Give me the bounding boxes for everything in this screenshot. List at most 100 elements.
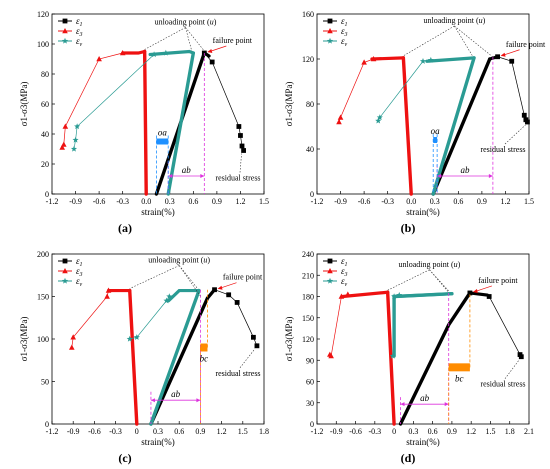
series-unload-e3 — [142, 49, 148, 196]
ab-arrowhead-left — [400, 402, 405, 407]
series-ev — [126, 288, 201, 426]
series-peak-e1 — [468, 291, 489, 297]
data-point-e3 — [60, 141, 67, 147]
chart-panel-4: -1.2 -0.9 -0.6 -0.3 0 0.3 0.6 0.9 1.2 1.5 1.8 2.1 0 3… — [284, 250, 534, 465]
legend-marker-e3 — [327, 268, 333, 274]
failure-point-label: failure point — [506, 40, 546, 49]
legend-label-ev: εv — [76, 36, 83, 48]
y-axis-label: σ1-σ3(MPa) — [19, 317, 29, 362]
data-point-e1 — [226, 292, 232, 298]
series-e1 — [149, 287, 260, 426]
residual-pointer — [239, 348, 256, 368]
series-e3 — [327, 290, 396, 426]
x-tick-label: 0.6 — [428, 427, 438, 436]
failure-point-label: failure point — [478, 276, 518, 285]
data-point-e1 — [251, 334, 256, 340]
series-peak-ev — [148, 49, 195, 57]
bc-bar — [200, 343, 208, 352]
data-point-e3 — [337, 114, 344, 120]
x-tick-label: 0.9 — [212, 197, 222, 206]
series-e3 — [59, 49, 148, 196]
legend-label-e3: ε3 — [341, 266, 348, 278]
x-tick-label: 0.0 — [141, 197, 151, 206]
ab-label: ab — [182, 165, 192, 175]
x-tick-label: 0 — [392, 427, 396, 436]
oa-bar — [433, 137, 438, 143]
series-unload-ev — [149, 288, 201, 426]
y-tick-label: 120 — [302, 335, 314, 344]
y-tick-label: 210 — [302, 271, 314, 280]
y-tick-label: 200 — [37, 250, 49, 259]
x-tick-label: 0.3 — [408, 427, 418, 436]
x-axis-label: strain(%) — [406, 207, 440, 217]
y-tick-label: 80 — [306, 100, 314, 109]
data-point-e1 — [509, 58, 515, 64]
x-tick-label: -0.3 — [116, 197, 129, 206]
y-tick-label: 40 — [306, 145, 314, 154]
data-point-e1 — [486, 294, 492, 299]
series-unload-e3 — [385, 290, 396, 426]
y-axis-label: σ1-σ3(MPa) — [284, 317, 294, 362]
x-tick-label: 0.0 — [406, 197, 416, 206]
series-line-e3 — [71, 290, 109, 348]
x-tick-label: -0.9 — [330, 427, 343, 436]
unloading-point-label: unloading point (u) — [399, 260, 461, 269]
y-tick-label: 40 — [41, 130, 49, 139]
x-tick-label: -0.3 — [381, 197, 394, 206]
series-line-e1 — [497, 56, 528, 123]
residual-stress-label: residual stress — [215, 174, 260, 183]
legend-label-e1: ε1 — [76, 256, 83, 268]
chart-panel-2: -1.2 -0.9 -0.6 -0.3 0.0 0.3 0.6 0.9 1.2 1.5 0 40 80 1… — [284, 10, 546, 235]
series-line-e3 — [338, 58, 374, 123]
data-point-e3 — [62, 123, 69, 129]
y-tick-label: 90 — [306, 356, 314, 365]
ab-arrowhead-right — [444, 402, 449, 407]
panel-label: (b) — [401, 221, 416, 235]
data-point-ev — [133, 334, 140, 340]
series-ev — [70, 49, 196, 196]
x-tick-label: -0.9 — [69, 197, 82, 206]
residual-stress-label: residual stress — [215, 369, 260, 378]
x-tick-label: 0.9 — [477, 197, 487, 206]
legend-label-e3: ε3 — [76, 26, 83, 38]
y-tick-label: 0 — [45, 420, 49, 429]
chart-panel-1: -1.2 -0.9 -0.6 -0.3 0.0 0.3 0.6 0.9 1.2 1.5 0 20 40 6… — [19, 10, 269, 235]
x-tick-label: -0.3 — [368, 427, 381, 436]
x-tick-label: -0.9 — [67, 427, 80, 436]
x-axis-label: strain(%) — [406, 437, 440, 447]
y-axis-label: σ1-σ3(MPa) — [19, 82, 29, 127]
data-point-e3 — [59, 144, 66, 150]
y-tick-label: 30 — [306, 399, 314, 408]
x-tick-label: 1.2 — [235, 197, 245, 206]
data-point-e1 — [254, 343, 260, 349]
data-point-e3 — [68, 344, 75, 350]
legend-marker-ev — [326, 277, 334, 284]
legend-marker-e1 — [327, 18, 333, 24]
data-point-e1 — [239, 143, 245, 149]
data-point-ev — [376, 114, 383, 121]
unloading-point-label: unloading point (u) — [148, 256, 210, 265]
data-point-e3 — [328, 353, 334, 359]
data-point-e1 — [521, 112, 527, 118]
series-unload-ev — [166, 51, 196, 196]
legend-label-e1: ε1 — [76, 16, 83, 28]
x-tick-label: 1.5 — [238, 427, 248, 436]
series-e3 — [336, 56, 413, 196]
legend-label-e1: ε1 — [341, 16, 348, 28]
y-tick-label: 0 — [310, 420, 314, 429]
data-point-e3 — [96, 56, 102, 62]
y-tick-label: 100 — [37, 40, 49, 49]
data-point-e1 — [234, 300, 240, 305]
legend-marker-ev — [61, 37, 69, 44]
ab-label: ab — [171, 389, 181, 399]
x-axis-label: strain(%) — [141, 437, 175, 447]
series-e1 — [154, 50, 246, 196]
series-line-ev — [73, 52, 166, 150]
series-unload-ev — [392, 291, 454, 358]
x-tick-label: -0.3 — [109, 427, 122, 436]
unloading-pointer-2 — [454, 25, 473, 57]
data-point-ev — [126, 335, 133, 342]
legend-marker-e1 — [327, 258, 333, 264]
